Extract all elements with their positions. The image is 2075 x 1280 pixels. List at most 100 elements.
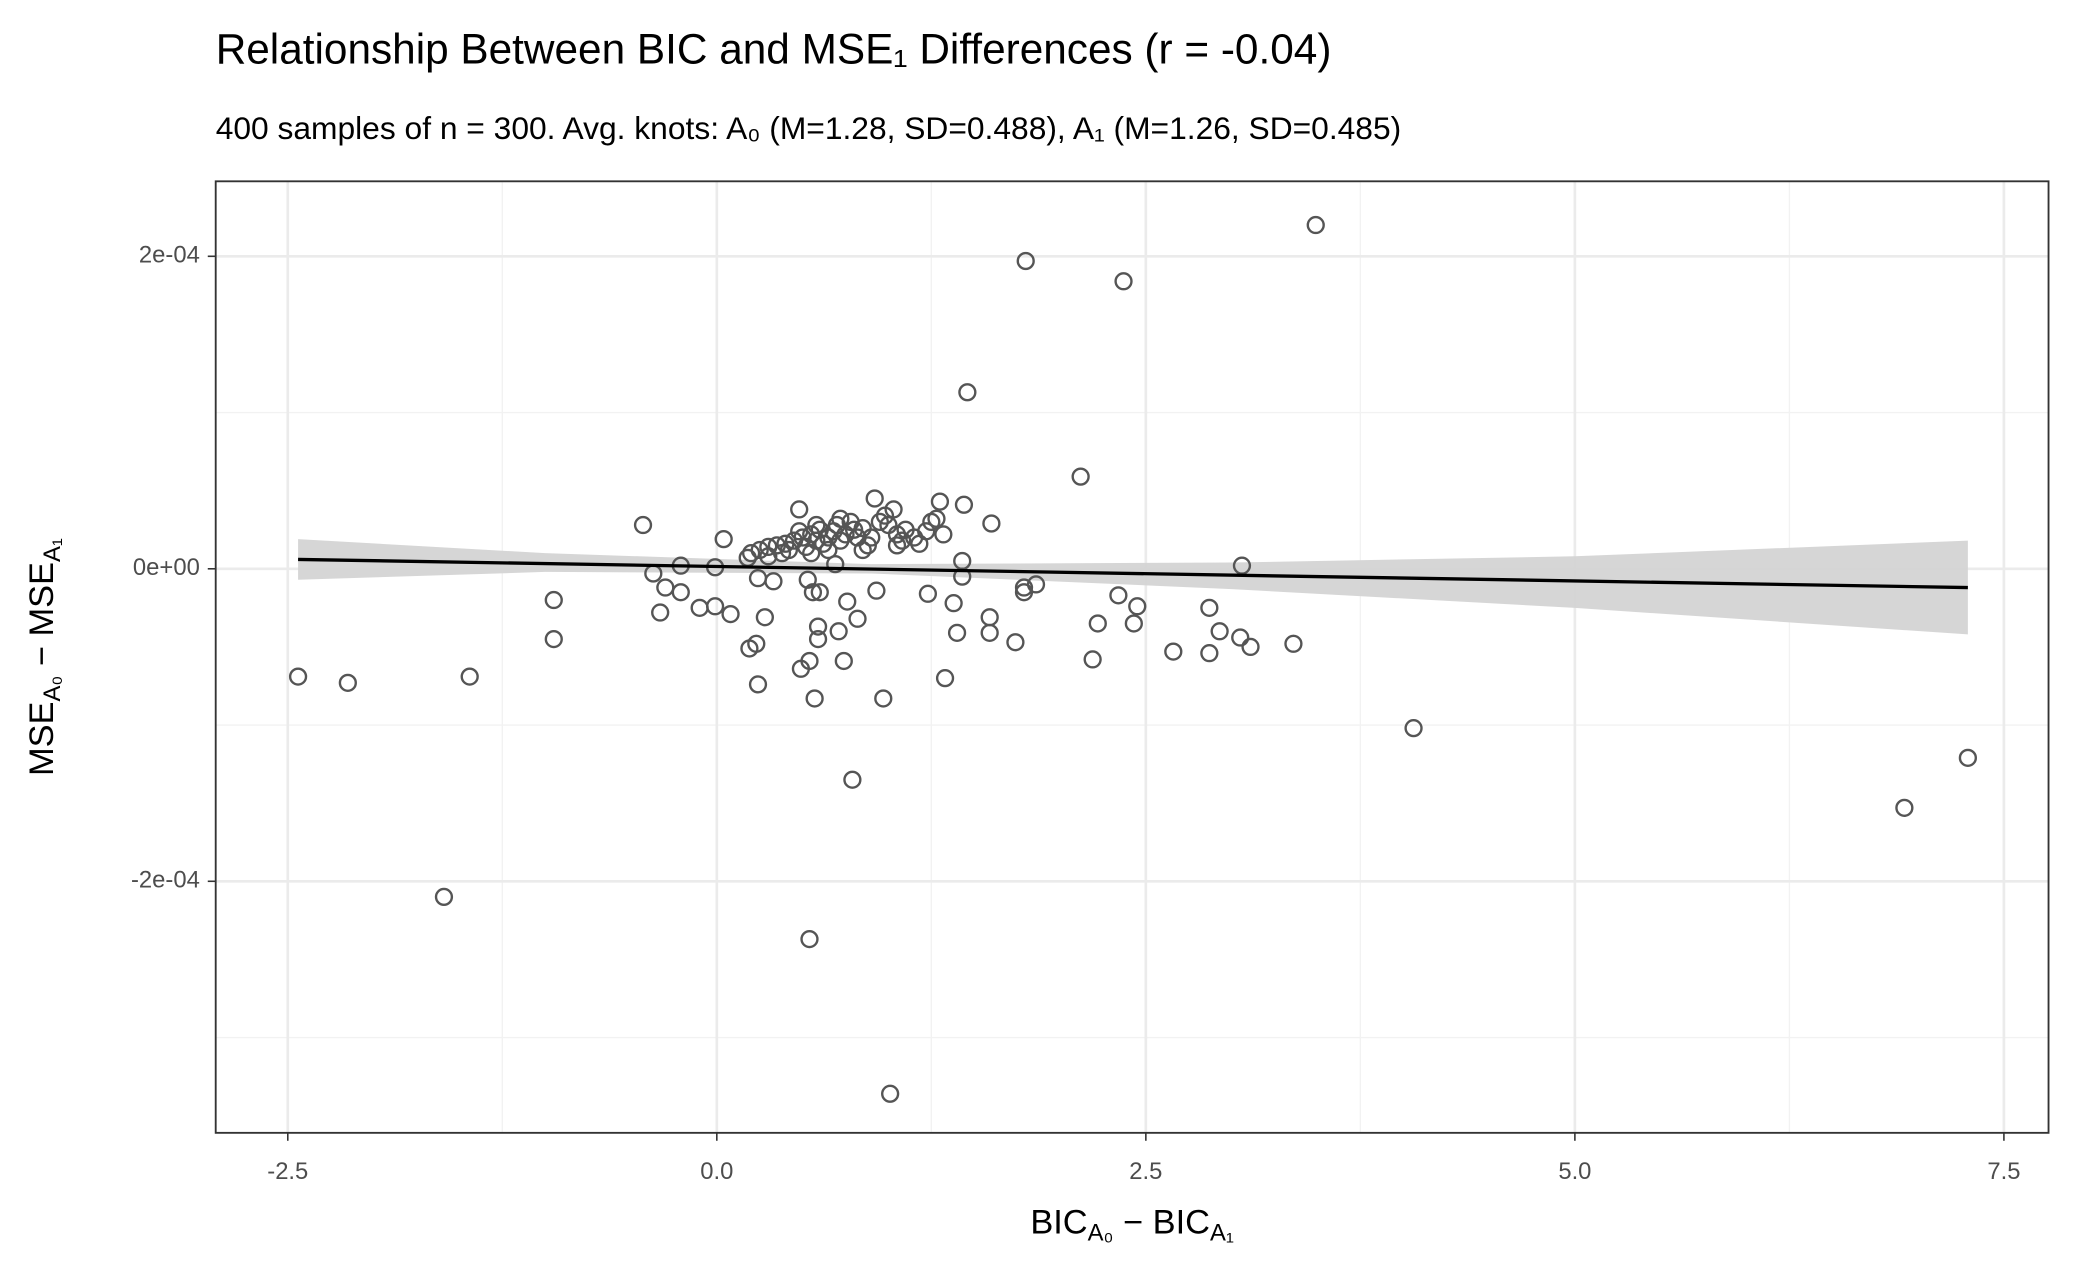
point: [954, 495, 974, 514]
x-tick-label: 0.0: [700, 1158, 733, 1185]
point: [831, 509, 850, 528]
panel-background: [215, 181, 2049, 1133]
point: [803, 583, 823, 602]
point: [288, 667, 308, 686]
point: [881, 1084, 900, 1103]
point: [460, 667, 479, 686]
x-tick-label: 5.0: [1558, 1158, 1591, 1185]
y-tick-label: 0e+00: [133, 554, 200, 581]
point: [808, 617, 828, 636]
point: [544, 629, 563, 649]
point: [1895, 798, 1914, 817]
point: [834, 651, 853, 671]
y-tick-label: 2e-04: [139, 242, 200, 269]
point: [1026, 575, 1046, 594]
point: [1958, 748, 1978, 767]
point: [944, 594, 963, 613]
point: [1016, 251, 1035, 271]
point: [807, 515, 826, 535]
point: [887, 536, 907, 555]
point: [772, 544, 792, 563]
point: [867, 581, 886, 600]
point: [759, 547, 778, 566]
y-axis-title-part: − MSE: [23, 562, 61, 676]
point: [980, 623, 999, 642]
point: [1006, 633, 1025, 652]
point: [1014, 578, 1034, 597]
point: [917, 522, 936, 541]
point: [705, 597, 725, 616]
point: [930, 492, 950, 511]
point: [434, 887, 454, 907]
point: [958, 383, 977, 402]
point: [1083, 650, 1102, 669]
point: [764, 572, 783, 591]
x-tick-label: -2.5: [267, 1158, 308, 1185]
point: [742, 544, 761, 563]
chart-subtitle: 400 samples of n = 300. Avg. knots: A₀ (…: [216, 110, 1402, 146]
point: [927, 509, 946, 528]
point: [802, 544, 821, 563]
point: [862, 528, 881, 547]
point: [838, 592, 857, 611]
point: [810, 583, 829, 602]
confidence-band: [298, 539, 1968, 635]
x-axis-title-part: A₁: [1210, 1220, 1234, 1247]
point: [1210, 622, 1229, 641]
x-axis-title-part: BIC: [1030, 1203, 1087, 1241]
point: [544, 590, 563, 610]
point: [721, 604, 740, 624]
point: [893, 531, 912, 550]
point: [918, 584, 938, 603]
point: [819, 540, 838, 560]
point: [829, 622, 848, 641]
point: [714, 529, 733, 549]
x-axis-title-part: − BIC: [1113, 1203, 1210, 1241]
point: [875, 506, 895, 525]
point: [947, 623, 967, 642]
point: [826, 554, 845, 574]
point: [1164, 642, 1183, 661]
point: [790, 500, 809, 519]
point: [1284, 634, 1303, 653]
trend-line: [298, 557, 1968, 590]
chart-title: Relationship Between BIC and MSE₁ Differ…: [216, 26, 1332, 73]
y-tick-label: -2e-04: [131, 867, 200, 894]
y-axis-title: MSEA₀ − MSEA₁: [23, 538, 66, 776]
point: [982, 514, 1001, 533]
x-axis-title-part: A₀: [1088, 1220, 1114, 1247]
y-axis-title-part: A₀: [39, 676, 66, 702]
point: [1231, 628, 1250, 647]
point: [1404, 719, 1423, 738]
point: [1124, 614, 1143, 633]
point: [651, 603, 670, 622]
point: [843, 770, 862, 789]
point: [848, 609, 867, 628]
point: [1128, 597, 1147, 616]
point: [1088, 614, 1107, 633]
point: [1200, 598, 1219, 617]
point: [934, 525, 953, 544]
point: [953, 551, 972, 571]
point: [935, 669, 955, 688]
point: [633, 515, 653, 535]
point: [1232, 556, 1252, 575]
point: [1109, 586, 1128, 605]
point: [1071, 467, 1090, 486]
x-tick-label: 7.5: [1987, 1158, 2020, 1185]
point: [865, 489, 884, 508]
point: [671, 583, 690, 602]
y-axis-title-part: A₁: [39, 538, 66, 562]
point: [755, 608, 774, 627]
point: [1200, 644, 1219, 663]
point: [338, 673, 357, 692]
point: [808, 629, 828, 649]
point: [1306, 215, 1325, 235]
point: [800, 929, 819, 949]
point: [1241, 637, 1260, 657]
x-axis-title: BICA₀ − BICA₁: [1030, 1203, 1234, 1246]
point: [747, 634, 766, 653]
y-axis-title-part: MSE: [23, 702, 61, 777]
